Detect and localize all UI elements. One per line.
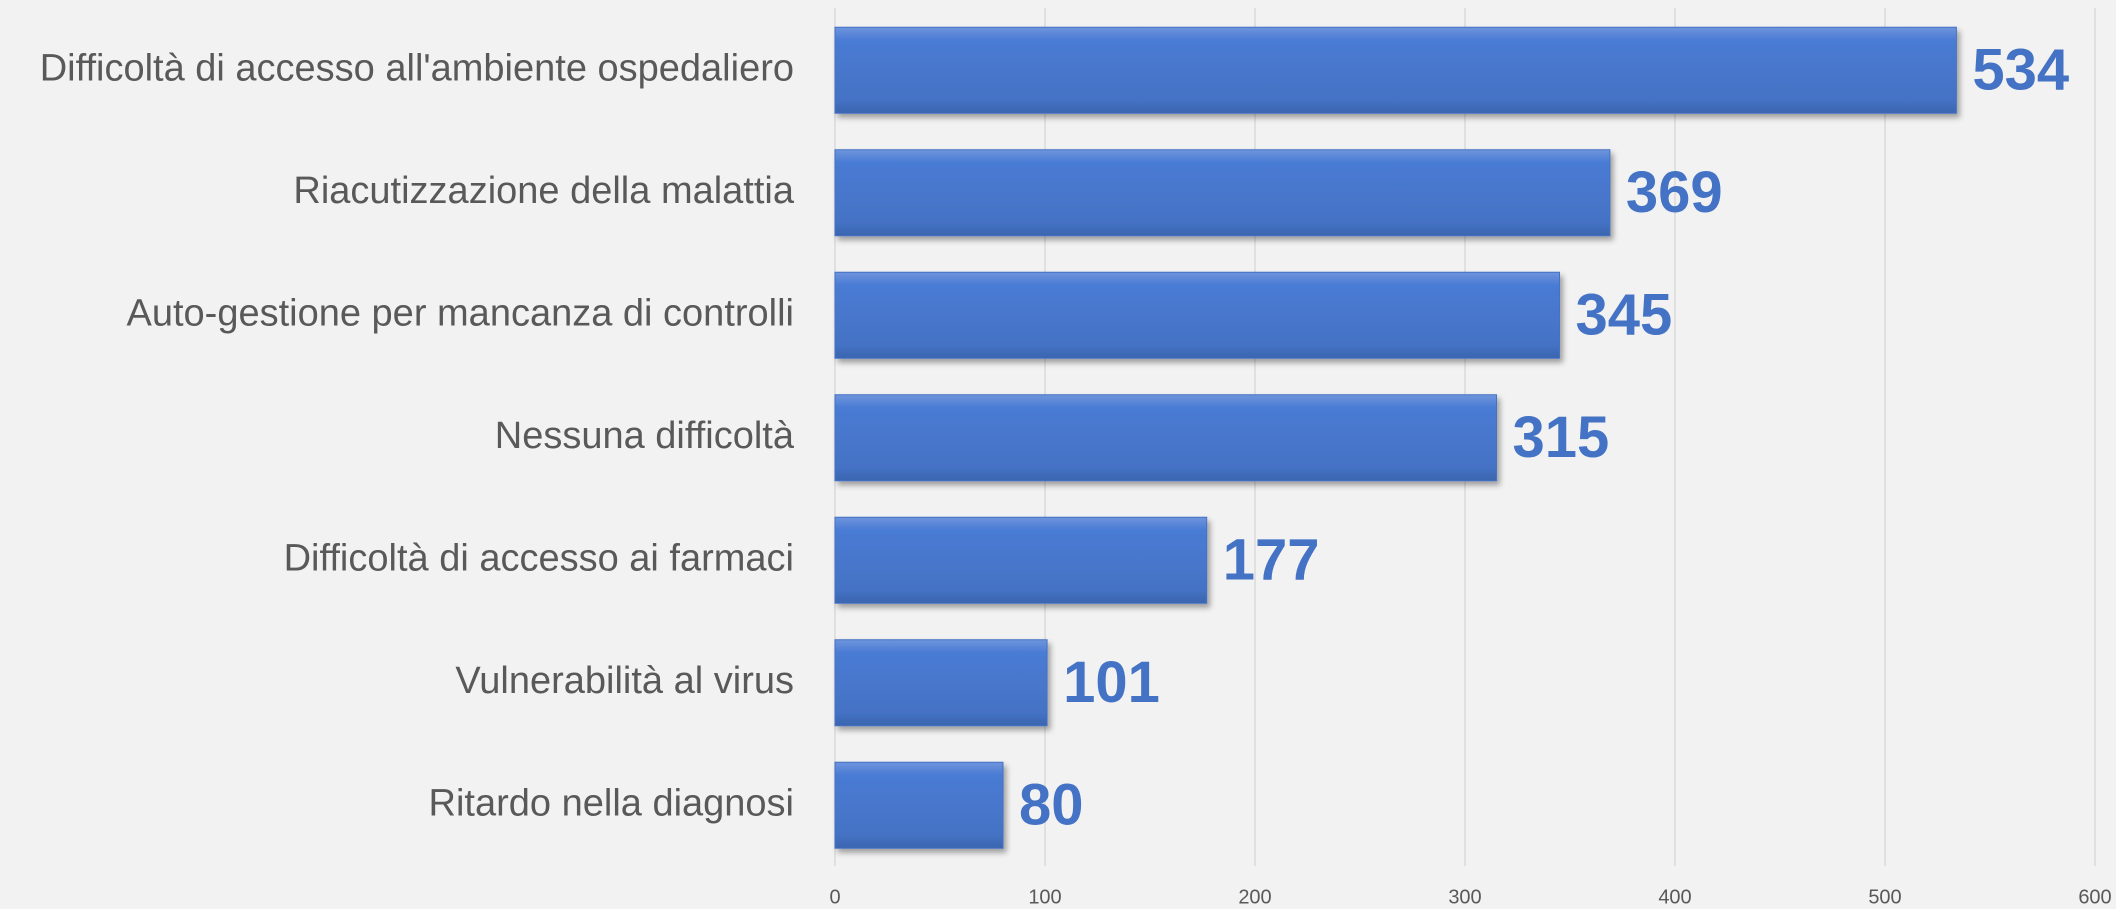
category-label: Ritardo nella diagnosi — [429, 782, 794, 824]
bar — [834, 149, 1611, 237]
bar — [834, 761, 1004, 849]
value-label: 369 — [1626, 160, 1723, 225]
category-label: Riacutizzazione della malattia — [293, 170, 794, 212]
x-tick-label: 200 — [1238, 886, 1271, 908]
value-label: 177 — [1223, 528, 1320, 593]
bar — [834, 271, 1560, 359]
category-label: Auto-gestione per mancanza di controlli — [127, 292, 795, 334]
bar — [834, 639, 1048, 727]
value-label: 534 — [1972, 38, 2069, 103]
x-tick-label: 300 — [1448, 886, 1481, 908]
x-tick-label: 600 — [2078, 886, 2111, 908]
value-label: 315 — [1513, 405, 1610, 470]
value-label: 345 — [1576, 283, 1673, 348]
bar — [834, 26, 1957, 114]
bar — [834, 394, 1497, 482]
value-label: 80 — [1019, 773, 1084, 838]
x-tick-label: 0 — [829, 886, 840, 908]
x-tick-label: 400 — [1658, 886, 1691, 908]
value-label: 101 — [1063, 650, 1160, 715]
category-label: Nessuna difficoltà — [495, 415, 795, 457]
x-tick-label: 100 — [1028, 886, 1061, 908]
bar — [834, 516, 1208, 604]
category-label: Vulnerabilità al virus — [455, 660, 794, 702]
x-tick-label: 500 — [1868, 886, 1901, 908]
category-label: Difficoltà di accesso ai farmaci — [284, 537, 794, 579]
category-label: Difficoltà di accesso all'ambiente osped… — [40, 47, 794, 89]
